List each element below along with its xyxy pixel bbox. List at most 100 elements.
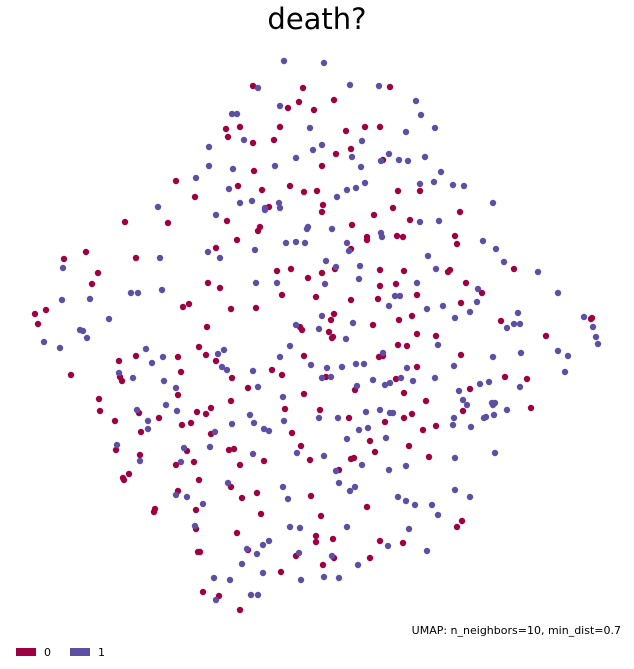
point-class-0-198 (376, 537, 384, 545)
point-class-0-154 (137, 428, 145, 436)
point-class-0-73 (376, 282, 384, 290)
point-class-1-80 (273, 279, 281, 287)
point-class-0-182 (238, 494, 246, 502)
point-class-1-6 (233, 110, 241, 118)
point-class-0-66 (88, 280, 96, 288)
point-class-1-79 (252, 279, 260, 287)
point-class-0-80 (252, 304, 260, 312)
point-class-1-141 (338, 363, 346, 371)
point-class-1-135 (249, 367, 257, 375)
point-class-0-90 (327, 316, 335, 324)
point-class-1-155 (172, 384, 180, 392)
point-class-1-53 (435, 217, 443, 225)
point-class-1-237 (320, 573, 328, 581)
point-class-1-193 (180, 444, 188, 452)
point-class-0-36 (121, 218, 129, 226)
point-class-1-63 (492, 245, 500, 253)
point-class-1-108 (503, 324, 511, 332)
point-class-0-197 (312, 538, 320, 546)
point-class-1-120 (342, 335, 350, 343)
point-class-1-163 (279, 393, 287, 401)
point-class-1-213 (402, 497, 410, 505)
point-class-1-197 (320, 452, 328, 460)
point-class-0-146 (316, 406, 324, 414)
point-class-1-44 (236, 199, 244, 207)
point-class-0-1 (299, 84, 307, 92)
point-class-0-183 (253, 489, 261, 497)
point-class-1-165 (334, 414, 342, 422)
point-class-0-147 (345, 414, 353, 422)
point-class-0-79 (227, 305, 235, 313)
point-class-1-62 (479, 237, 487, 245)
point-class-1-103 (385, 302, 393, 310)
point-class-1-73 (86, 295, 94, 303)
point-class-1-38 (343, 186, 351, 194)
point-class-1-69 (345, 247, 353, 255)
point-class-1-217 (451, 486, 459, 494)
point-class-1-128 (561, 368, 569, 376)
point-class-0-167 (350, 454, 358, 462)
point-class-1-1 (320, 59, 328, 67)
point-class-1-116 (514, 309, 522, 317)
point-class-1-173 (449, 421, 457, 429)
point-class-0-94 (457, 299, 465, 307)
point-class-0-191 (329, 535, 337, 543)
point-class-1-2 (254, 84, 262, 92)
point-class-1-241 (212, 596, 220, 604)
point-class-1-125 (489, 353, 497, 361)
point-class-0-148 (381, 418, 389, 426)
point-class-1-64 (59, 264, 67, 272)
point-class-0-87 (298, 326, 306, 334)
point-class-0-29 (416, 187, 424, 195)
point-class-0-100 (328, 334, 336, 342)
point-class-0-137 (300, 390, 308, 398)
point-class-1-122 (379, 349, 387, 357)
point-class-1-129 (129, 374, 137, 382)
point-class-1-152 (485, 378, 493, 386)
point-class-1-86 (474, 285, 482, 293)
point-class-0-188 (150, 508, 158, 516)
point-class-1-204 (177, 458, 185, 466)
point-class-0-44 (212, 244, 220, 252)
point-class-0-28 (394, 187, 402, 195)
point-class-0-169 (405, 442, 413, 450)
point-class-0-144 (187, 419, 195, 427)
point-class-0-185 (363, 503, 371, 511)
point-class-1-25 (377, 157, 385, 165)
point-class-0-92 (395, 316, 403, 324)
point-class-0-33 (223, 217, 231, 225)
point-class-0-179 (195, 476, 203, 484)
point-class-0-163 (225, 446, 233, 454)
point-class-1-221 (191, 522, 199, 530)
point-class-0-39 (256, 223, 264, 231)
point-class-0-40 (406, 216, 414, 224)
point-class-0-150 (408, 410, 416, 418)
point-class-1-185 (389, 409, 397, 417)
point-class-1-215 (428, 501, 436, 509)
point-class-1-207 (279, 483, 287, 491)
point-class-1-88 (554, 289, 562, 297)
legend: 0 1 (16, 646, 105, 659)
point-class-1-93 (56, 344, 64, 352)
point-class-0-8 (236, 123, 244, 131)
point-class-1-91 (79, 327, 87, 335)
point-class-0-0 (249, 82, 257, 90)
point-class-1-54 (251, 246, 259, 254)
point-class-1-234 (238, 560, 246, 568)
point-class-0-85 (203, 323, 211, 331)
point-class-0-25 (313, 187, 321, 195)
point-class-1-14 (205, 143, 213, 151)
point-class-0-114 (118, 377, 126, 385)
point-class-1-15 (358, 137, 366, 145)
point-class-0-184 (307, 492, 315, 500)
point-class-1-42 (154, 203, 162, 211)
point-class-1-181 (343, 435, 351, 443)
point-class-1-139 (318, 374, 326, 382)
point-class-0-164 (230, 445, 238, 453)
point-class-0-158 (366, 437, 374, 445)
legend-label-1: 1 (98, 646, 105, 659)
point-class-0-46 (363, 233, 371, 241)
point-class-1-95 (159, 353, 167, 361)
point-class-1-231 (405, 525, 413, 533)
